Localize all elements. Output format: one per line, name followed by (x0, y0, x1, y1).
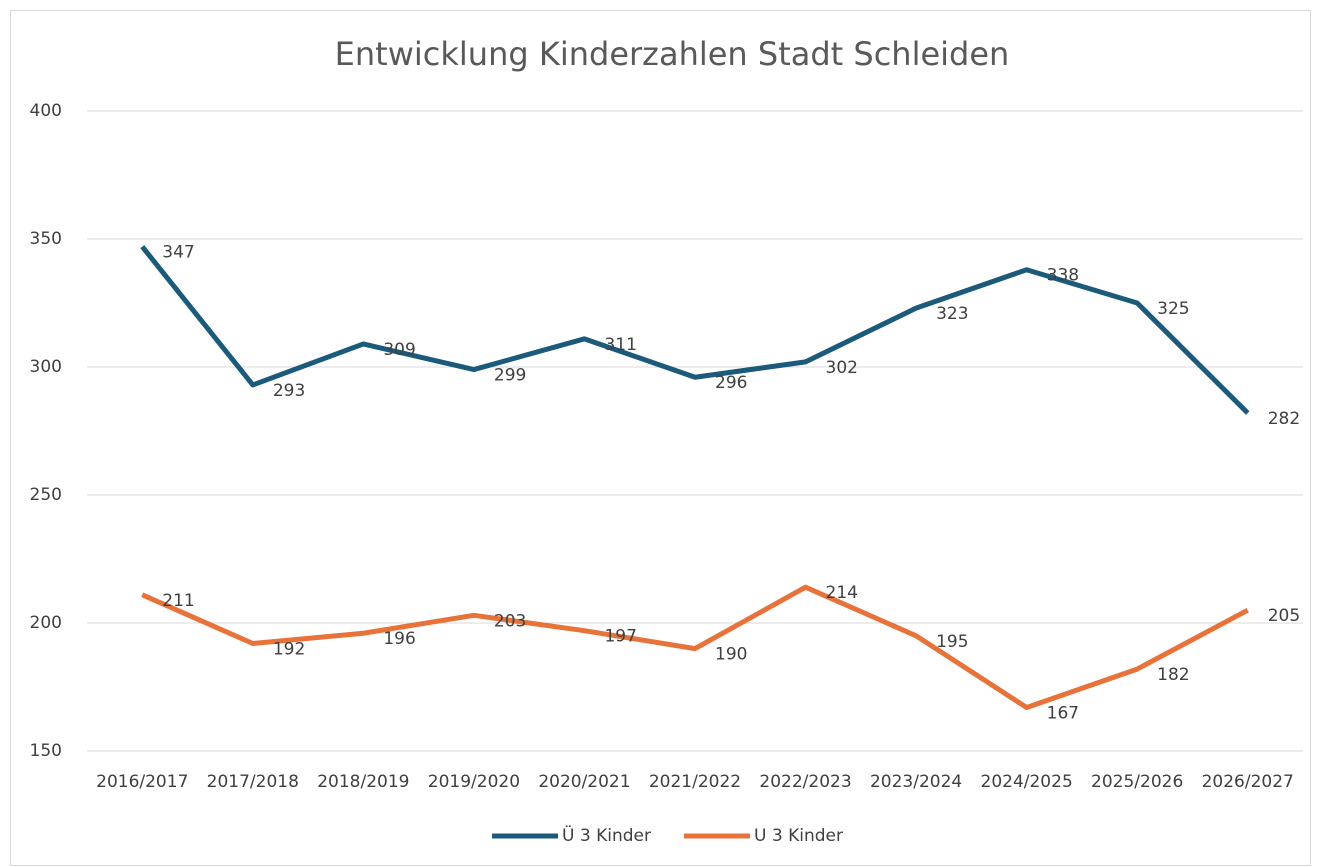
data-label: 195 (936, 632, 968, 652)
x-tick-label: 2022/2023 (759, 772, 851, 792)
y-tick-label: 300 (30, 357, 62, 377)
data-label: 296 (715, 373, 747, 393)
x-tick-label: 2020/2021 (538, 772, 630, 792)
chart-title: Entwicklung Kinderzahlen Stadt Schleiden (335, 35, 1010, 73)
x-tick-label: 2021/2022 (649, 772, 741, 792)
y-tick-label: 200 (30, 613, 62, 633)
data-label: 167 (1047, 703, 1079, 723)
y-tick-label: 400 (30, 101, 62, 121)
x-tick-label: 2023/2024 (870, 772, 962, 792)
y-tick-label: 350 (30, 229, 62, 249)
data-label: 190 (715, 645, 747, 665)
data-label: 211 (162, 591, 194, 611)
data-label: 203 (494, 611, 526, 631)
data-label: 214 (826, 583, 858, 603)
data-label: 338 (1047, 266, 1079, 286)
x-tick-label: 2016/2017 (96, 772, 188, 792)
y-tick-label: 150 (30, 741, 62, 761)
data-label: 196 (383, 629, 415, 649)
x-tick-label: 2018/2019 (317, 772, 409, 792)
x-tick-label: 2024/2025 (981, 772, 1073, 792)
data-label: 325 (1157, 299, 1189, 319)
data-label: 182 (1157, 665, 1189, 685)
data-label: 302 (826, 358, 858, 378)
x-tick-label: 2026/2027 (1202, 772, 1294, 792)
data-label: 347 (162, 243, 194, 263)
y-tick-label: 250 (30, 485, 62, 505)
data-label: 205 (1268, 606, 1300, 626)
x-tick-label: 2025/2026 (1091, 772, 1183, 792)
data-label: 192 (273, 639, 305, 659)
data-label: 197 (604, 627, 636, 647)
legend-label: U 3 Kinder (754, 826, 843, 846)
data-label: 311 (604, 335, 636, 355)
data-label: 323 (936, 304, 968, 324)
data-label: 293 (273, 381, 305, 401)
series-line (140, 245, 1250, 415)
x-tick-label: 2017/2018 (207, 772, 299, 792)
data-label: 309 (383, 340, 415, 360)
series-line (141, 584, 1249, 710)
data-label: 282 (1268, 409, 1300, 429)
chart-border (10, 10, 1311, 866)
data-label: 299 (494, 366, 526, 386)
x-tick-label: 2019/2020 (428, 772, 520, 792)
legend-label: Ü 3 Kinder (562, 824, 651, 846)
